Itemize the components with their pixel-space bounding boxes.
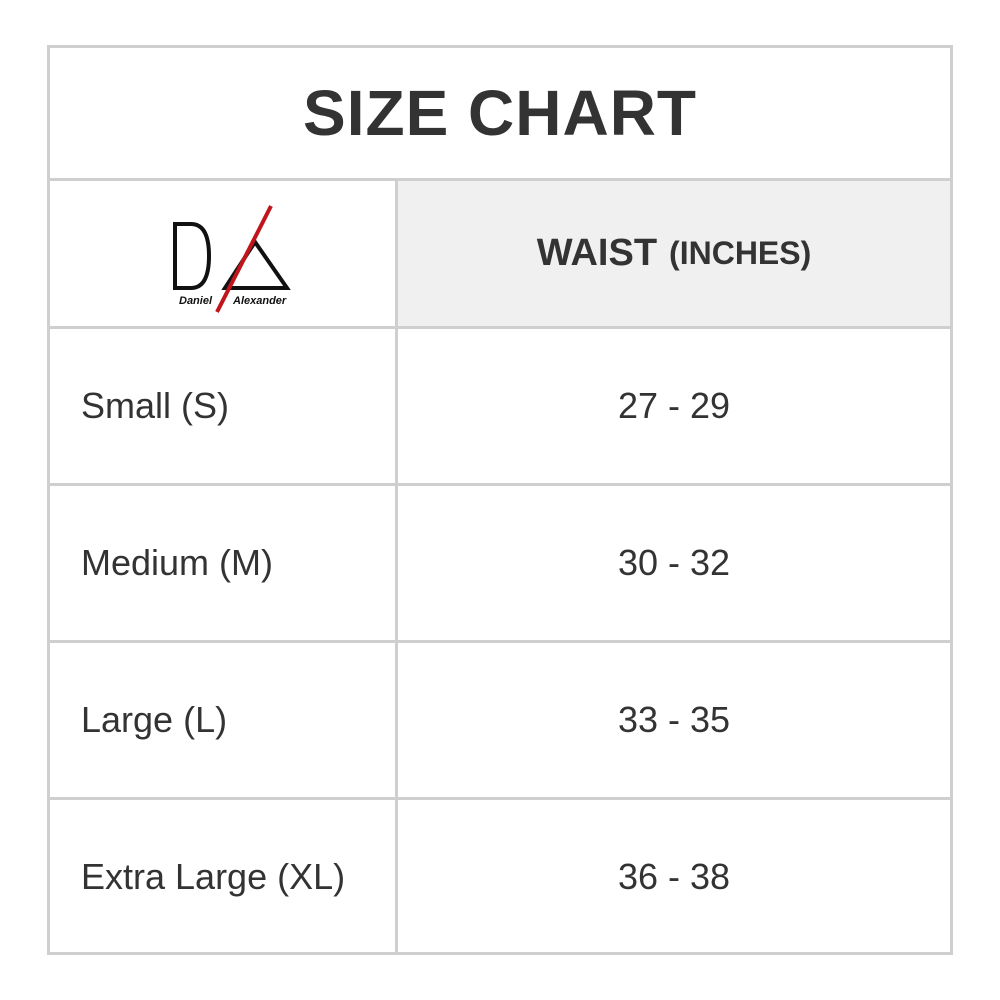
size-cell: Small (S) [50,329,398,483]
table-row: Extra Large (XL) 36 - 38 [50,800,950,954]
table-row: Large (L) 33 - 35 [50,643,950,800]
unit-label: (INCHES) [669,235,812,271]
svg-text:Daniel: Daniel [179,295,213,307]
table-row: Medium (M) 30 - 32 [50,486,950,643]
svg-text:Alexander: Alexander [232,295,287,307]
waist-cell: 30 - 32 [617,542,731,583]
page-title: SIZE CHART [50,48,950,181]
size-cell: Large (L) [50,643,398,797]
waist-cell: 36 - 38 [617,856,731,897]
logo-cell: Daniel Alexander [50,181,398,326]
waist-label: WAIST [536,232,658,274]
daniel-alexander-logo: Daniel Alexander [172,204,291,313]
table-row: Small (S) 27 - 29 [50,329,950,486]
size-chart-table: SIZE CHART Daniel Alexander WAIST (INCHE… [47,45,953,955]
waist-cell: 33 - 35 [617,699,731,740]
size-cell: Medium (M) [50,486,398,640]
waist-header: WAIST (INCHES) [398,181,950,326]
size-cell: Extra Large (XL) [50,800,398,954]
header-row: Daniel Alexander WAIST (INCHES) [50,181,950,329]
waist-cell: 27 - 29 [617,385,731,426]
